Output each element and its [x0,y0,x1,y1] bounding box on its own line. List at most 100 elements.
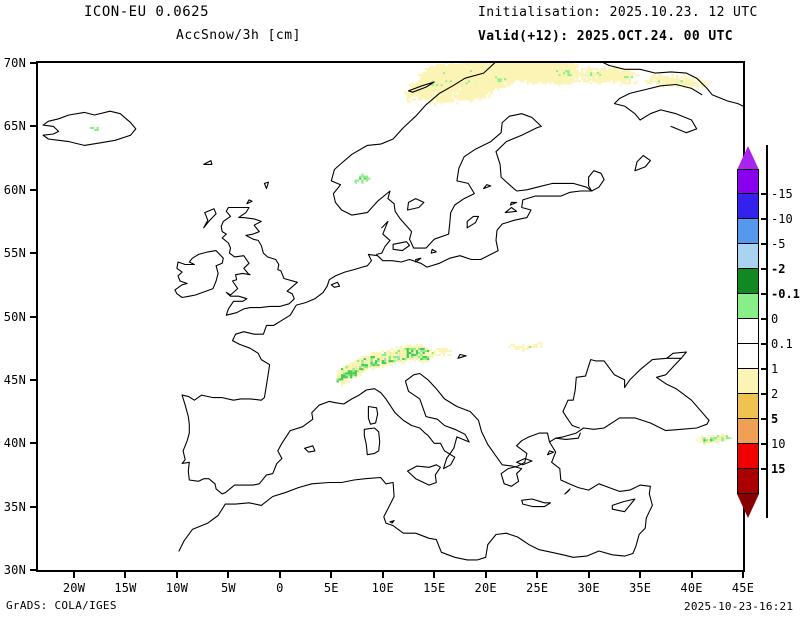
snow-cell [417,345,421,348]
snow-cell [341,374,344,377]
snow-cell [350,374,353,377]
snow-cell [411,351,414,355]
snow-cell [417,349,421,352]
snow-cell [440,66,443,69]
snow-cell [413,356,416,359]
snow-cell [535,66,538,69]
snow-cell [379,364,382,367]
snow-cell [436,66,439,69]
snow-cell [485,70,489,73]
snow-cell [404,351,407,355]
snow-cell [424,354,428,357]
snow-cell [535,80,538,83]
snow-cell [440,64,443,67]
snow-cell [417,351,421,355]
snow-cell [436,64,439,67]
snow-cell [413,360,416,363]
snow-cell [390,351,394,355]
snow-cell [413,345,416,348]
snow-cell [417,347,421,350]
snow-cell [422,72,425,75]
snow-cell [535,72,538,75]
snow-cell [458,64,461,67]
snow-cell [524,74,527,77]
snow-cell [395,358,398,361]
snow-cell [497,64,500,67]
snow-cell [501,64,505,67]
snow-cell [431,74,434,77]
snow-cell [549,70,552,73]
snow-cell [490,68,493,71]
snow-cell [429,68,432,71]
snow-cell [528,345,532,348]
snow-cell [528,70,532,73]
snow-cell [542,82,545,85]
snow-cell [343,378,346,381]
snow-cell [415,354,418,357]
snow-cell [343,370,346,373]
snow-cell [343,382,346,385]
snow-cell [422,351,425,355]
snow-cell [551,72,554,75]
snow-cell [352,368,355,371]
snow-cell [374,356,378,359]
snow-cell [352,364,355,367]
snow-cell [343,376,346,379]
snow-cell [424,347,428,350]
snow-cell [517,70,520,73]
snow-cell [395,360,398,363]
snow-cell [377,364,380,367]
snow-cell [370,351,373,355]
snow-cell [506,63,509,65]
snow-cell [386,351,389,355]
snow-cell [390,347,394,350]
snow-cell [524,76,527,79]
snow-cell [399,360,403,363]
snow-cell [379,356,382,359]
snow-cell [445,68,448,71]
snow-cell [341,370,344,373]
snow-cell [558,70,561,73]
snow-cell [361,364,364,367]
snow-cell [343,366,346,369]
snow-cell [522,70,525,73]
snow-cell [386,349,389,352]
snow-cell [427,360,430,363]
snow-cell [363,368,366,371]
snow-cell [547,66,550,69]
snow-cell [433,68,437,71]
snow-cell [431,66,434,69]
snow-cell [338,370,341,373]
snow-cell [431,356,434,359]
snow-cell [343,372,346,375]
snow-cell [533,343,536,346]
snow-cell [522,78,525,81]
snow-cell [515,68,518,71]
snow-cell [461,68,464,71]
snow-cell [522,345,525,348]
snow-cell [427,72,430,75]
snow-cell [341,368,344,371]
snow-cell [365,364,369,367]
snow-cell [470,64,473,67]
snow-cell [528,80,532,83]
snow-cell [524,78,527,81]
snow-cell [336,378,339,381]
snow-cell [381,364,385,367]
snow-cell [424,68,428,71]
snow-cell [447,349,450,352]
snow-cell [551,74,554,77]
snow-cell [420,347,423,350]
snow-cell [474,64,477,67]
snow-cell [517,68,520,71]
snow-cell [506,68,509,71]
snow-cell [513,66,516,69]
snow-cell [494,63,498,65]
snow-cell [427,356,430,359]
snow-cell [393,354,396,357]
snow-cell [492,64,495,67]
snow-cell [404,360,407,363]
snow-cell [549,82,552,85]
snow-cell [565,72,568,75]
snow-cell [424,76,428,79]
